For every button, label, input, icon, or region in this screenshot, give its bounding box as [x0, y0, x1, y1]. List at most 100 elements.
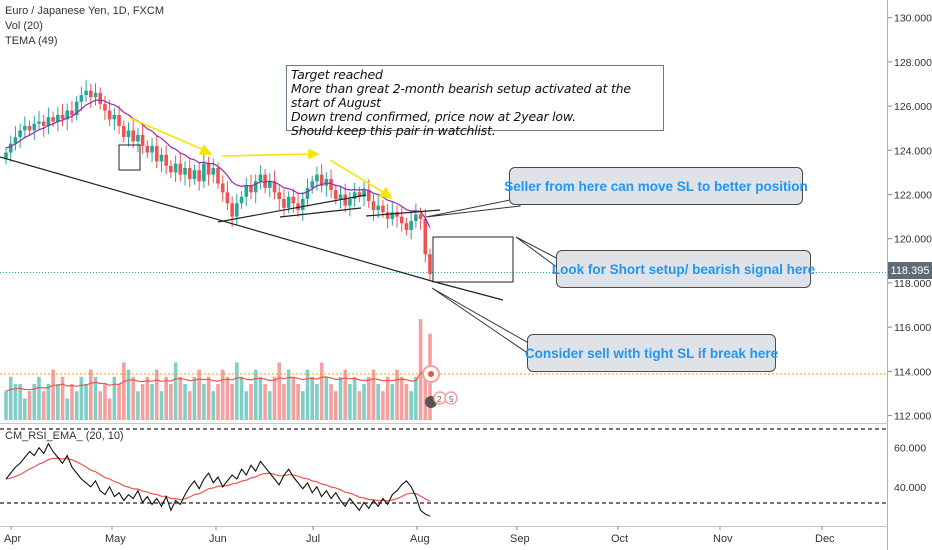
candle-body	[225, 192, 230, 204]
note-line: Down trend confirmed, price now at 2year…	[291, 109, 576, 124]
volume-bar	[418, 319, 423, 420]
candle-body	[315, 174, 319, 182]
candle-body	[159, 154, 164, 162]
marker-digits: 2	[437, 395, 442, 404]
highlight-box[interactable]	[118, 144, 141, 171]
volume-bar	[291, 376, 296, 420]
symbol-legend[interactable]: Euro / Japanese Yen, 1D, FXCM	[5, 5, 164, 17]
candle-body	[169, 165, 173, 173]
volume-bar	[41, 391, 46, 420]
rsi-legend[interactable]: CM_RSI_EMA_ (20, 10)	[5, 430, 124, 442]
volume-bar	[235, 362, 239, 420]
candle-body	[291, 196, 296, 204]
volume-bar	[301, 391, 305, 420]
volume-bar	[216, 384, 220, 420]
support-trendline[interactable]	[0, 156, 436, 283]
volume-bar	[357, 391, 362, 420]
time-tick-label: Apr	[4, 533, 21, 545]
volume-bar	[277, 362, 282, 420]
candle-body	[131, 130, 135, 142]
volume-bar	[414, 376, 418, 420]
resistance-trendline[interactable]	[365, 209, 441, 217]
time-axis[interactable]: Apr May Jun Jul Aug Sep Oct Nov Dec	[4, 526, 835, 545]
candle-body	[366, 190, 371, 202]
rsi-tick-label: 40.000	[894, 482, 926, 494]
mid-trendline-2[interactable]	[279, 207, 362, 218]
volume-bar	[296, 384, 300, 420]
candle-body	[352, 192, 357, 199]
volume-bar	[23, 398, 27, 420]
volume-bar	[333, 391, 338, 420]
price-tick-label: 118.000	[894, 278, 931, 290]
candle-body	[60, 114, 65, 120]
candle-body	[183, 168, 187, 175]
volume-bar	[315, 384, 319, 420]
volume-bar	[268, 391, 272, 420]
volume-bar	[103, 384, 107, 420]
volume-bar	[404, 384, 409, 420]
volume-bar	[32, 384, 37, 420]
candle-body	[404, 223, 409, 230]
candle-body	[37, 121, 41, 124]
candle-body	[140, 134, 145, 146]
volume-bar	[60, 376, 65, 420]
candle-body	[409, 221, 413, 230]
volume-bar	[310, 376, 315, 420]
volume-bar	[112, 376, 117, 420]
target-zone-box[interactable]	[432, 236, 514, 283]
volume-bar	[159, 391, 164, 420]
candle-body	[4, 152, 8, 160]
volume-bar	[140, 384, 145, 420]
candle-body	[376, 205, 380, 210]
candle-body	[296, 203, 300, 210]
candle-body	[414, 214, 418, 222]
candle-body	[164, 154, 168, 166]
volume-bar	[319, 362, 324, 420]
callout-seller-text: Seller from here can move SL to better p…	[504, 178, 808, 194]
volume-bar	[121, 362, 126, 420]
candle-body	[385, 212, 390, 219]
volume-bar	[409, 391, 413, 420]
candle-body	[121, 126, 126, 138]
candle-body	[8, 143, 13, 153]
candle-body	[18, 130, 22, 138]
candle-body	[390, 212, 395, 219]
volume-bar	[145, 376, 150, 420]
callout-sell[interactable]: Consider sell with tight SL if break her…	[525, 334, 778, 372]
callout-short[interactable]: Look for Short setup/ bearish signal her…	[552, 250, 815, 288]
candle-body	[333, 190, 338, 199]
volume-bar	[225, 376, 230, 420]
candle-body	[338, 194, 343, 199]
split-marker-icon[interactable]	[444, 391, 458, 405]
price-tick-label: 116.000	[894, 322, 931, 334]
volume-bar	[117, 384, 121, 420]
volume-bar	[230, 384, 234, 420]
volume-bar	[173, 362, 178, 420]
candle-body	[399, 216, 404, 224]
analysis-note[interactable]: Target reached More than great 2-month b…	[286, 65, 664, 138]
candle-body	[154, 145, 159, 162]
tema-legend[interactable]: TEMA (49)	[5, 35, 58, 47]
callout-seller[interactable]: Seller from here can move SL to better p…	[504, 167, 808, 205]
candle-body	[103, 103, 107, 111]
candle-body	[305, 187, 310, 199]
mid-trendline[interactable]	[217, 194, 367, 223]
time-tick-label: Nov	[713, 533, 733, 545]
time-tick-label: May	[105, 533, 126, 545]
volume-bar	[272, 376, 277, 420]
price-axis[interactable]: 130.000 128.000 126.000 124.000 122.000 120.0…	[888, 13, 932, 423]
candle-body	[126, 130, 131, 138]
price-tick-label: 130.000	[894, 13, 932, 25]
candle-body	[428, 254, 432, 275]
volume-bar	[371, 369, 376, 420]
volume-legend[interactable]: Vol (20)	[5, 20, 43, 32]
volume-bar	[154, 369, 159, 420]
event-markers[interactable]: 2 5	[422, 365, 458, 408]
volume-bar	[263, 384, 267, 420]
volume-bar	[305, 369, 310, 420]
candle-body	[253, 181, 258, 193]
volume-bar	[343, 369, 347, 420]
candle-body	[93, 92, 98, 98]
projection-trendline[interactable]	[434, 281, 504, 301]
candle-body	[244, 185, 249, 197]
